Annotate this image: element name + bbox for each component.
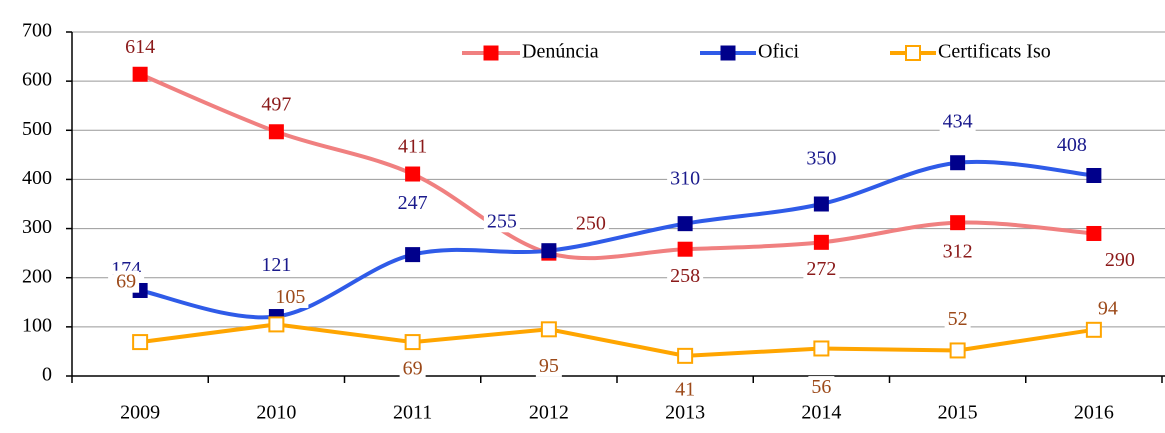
label-background [258,93,295,116]
marker [541,243,557,259]
marker [1086,225,1102,241]
label-background [803,257,840,280]
y-tick-label: 100 [22,314,52,336]
label-background [667,264,704,287]
data-label: 95 [539,355,559,377]
marker [813,196,829,212]
data-label: 408 [1057,134,1087,156]
data-label: 69 [116,271,136,293]
data-label: 290 [1105,249,1135,271]
label-background [672,378,699,401]
data-label: 411 [398,136,427,158]
label-background [803,147,840,170]
series-line [139,322,1095,358]
data-label: 350 [806,148,836,170]
marker [677,216,693,232]
label-background [258,254,295,277]
marker [404,334,421,351]
y-tick-label: 500 [22,118,52,140]
data-label: 310 [670,167,700,189]
label-background [939,110,976,133]
label-background [113,270,140,293]
legend-label: Ofici [758,41,800,63]
data-label: 247 [398,192,428,214]
marker [405,166,421,182]
label-background [394,135,431,158]
data-label: 94 [1098,297,1118,319]
x-tick-label: 2013 [665,402,705,424]
data-label: 258 [670,265,700,287]
label-background [394,192,431,215]
marker [813,340,830,357]
marker [268,316,285,333]
y-tick-label: 0 [42,364,52,386]
label-background [1101,249,1138,272]
y-tick-label: 700 [22,20,52,42]
data-label: 105 [275,286,305,308]
legend-marker [905,45,921,61]
marker [268,124,284,140]
marker [813,234,829,250]
data-label: 41 [675,378,695,400]
label-background [535,354,562,377]
y-tick-label: 200 [22,265,52,287]
marker [132,66,148,82]
marker [405,247,421,263]
x-tick-label: 2012 [529,402,569,424]
label-background [939,240,976,263]
data-label: 272 [806,258,836,280]
y-tick-label: 300 [22,216,52,238]
label-background [1053,134,1090,157]
label-background [483,210,520,233]
data-label: 614 [125,36,155,58]
legend-marker [720,45,736,61]
x-tick-label: 2016 [1074,402,1114,424]
marker [950,155,966,171]
label-background [1094,297,1121,320]
marker [677,241,693,257]
data-label: 56 [811,376,831,398]
data-label: 312 [943,240,973,262]
x-tick-label: 2010 [256,402,296,424]
data-label: 69 [403,358,423,380]
data-label: 497 [261,93,291,115]
label-background [667,167,704,190]
series-line [139,72,1095,261]
x-tick-label: 2014 [801,402,841,424]
data-label: 434 [943,110,973,132]
marker [950,215,966,231]
marker [1086,167,1102,183]
legend-marker [483,45,499,61]
y-tick-label: 400 [22,167,52,189]
data-label: 52 [948,308,968,330]
marker [1085,321,1102,338]
x-tick-label: 2015 [938,402,978,424]
data-label: 255 [487,210,517,232]
data-label: 121 [261,254,291,276]
series-line [139,159,1095,320]
marker [540,321,557,338]
y-tick-label: 600 [22,69,52,91]
label-background [572,212,609,235]
label-background [944,308,971,331]
marker [949,342,966,359]
marker [677,347,694,364]
x-tick-label: 2009 [120,402,160,424]
label-background [122,35,159,58]
legend-label: Certificats Iso [938,41,1051,63]
data-label: 250 [576,213,606,235]
label-background [808,376,835,399]
label-background [399,357,426,380]
legend-label: Denúncia [522,41,599,63]
marker [132,334,149,351]
label-background [272,285,309,308]
x-tick-label: 2011 [393,402,432,424]
